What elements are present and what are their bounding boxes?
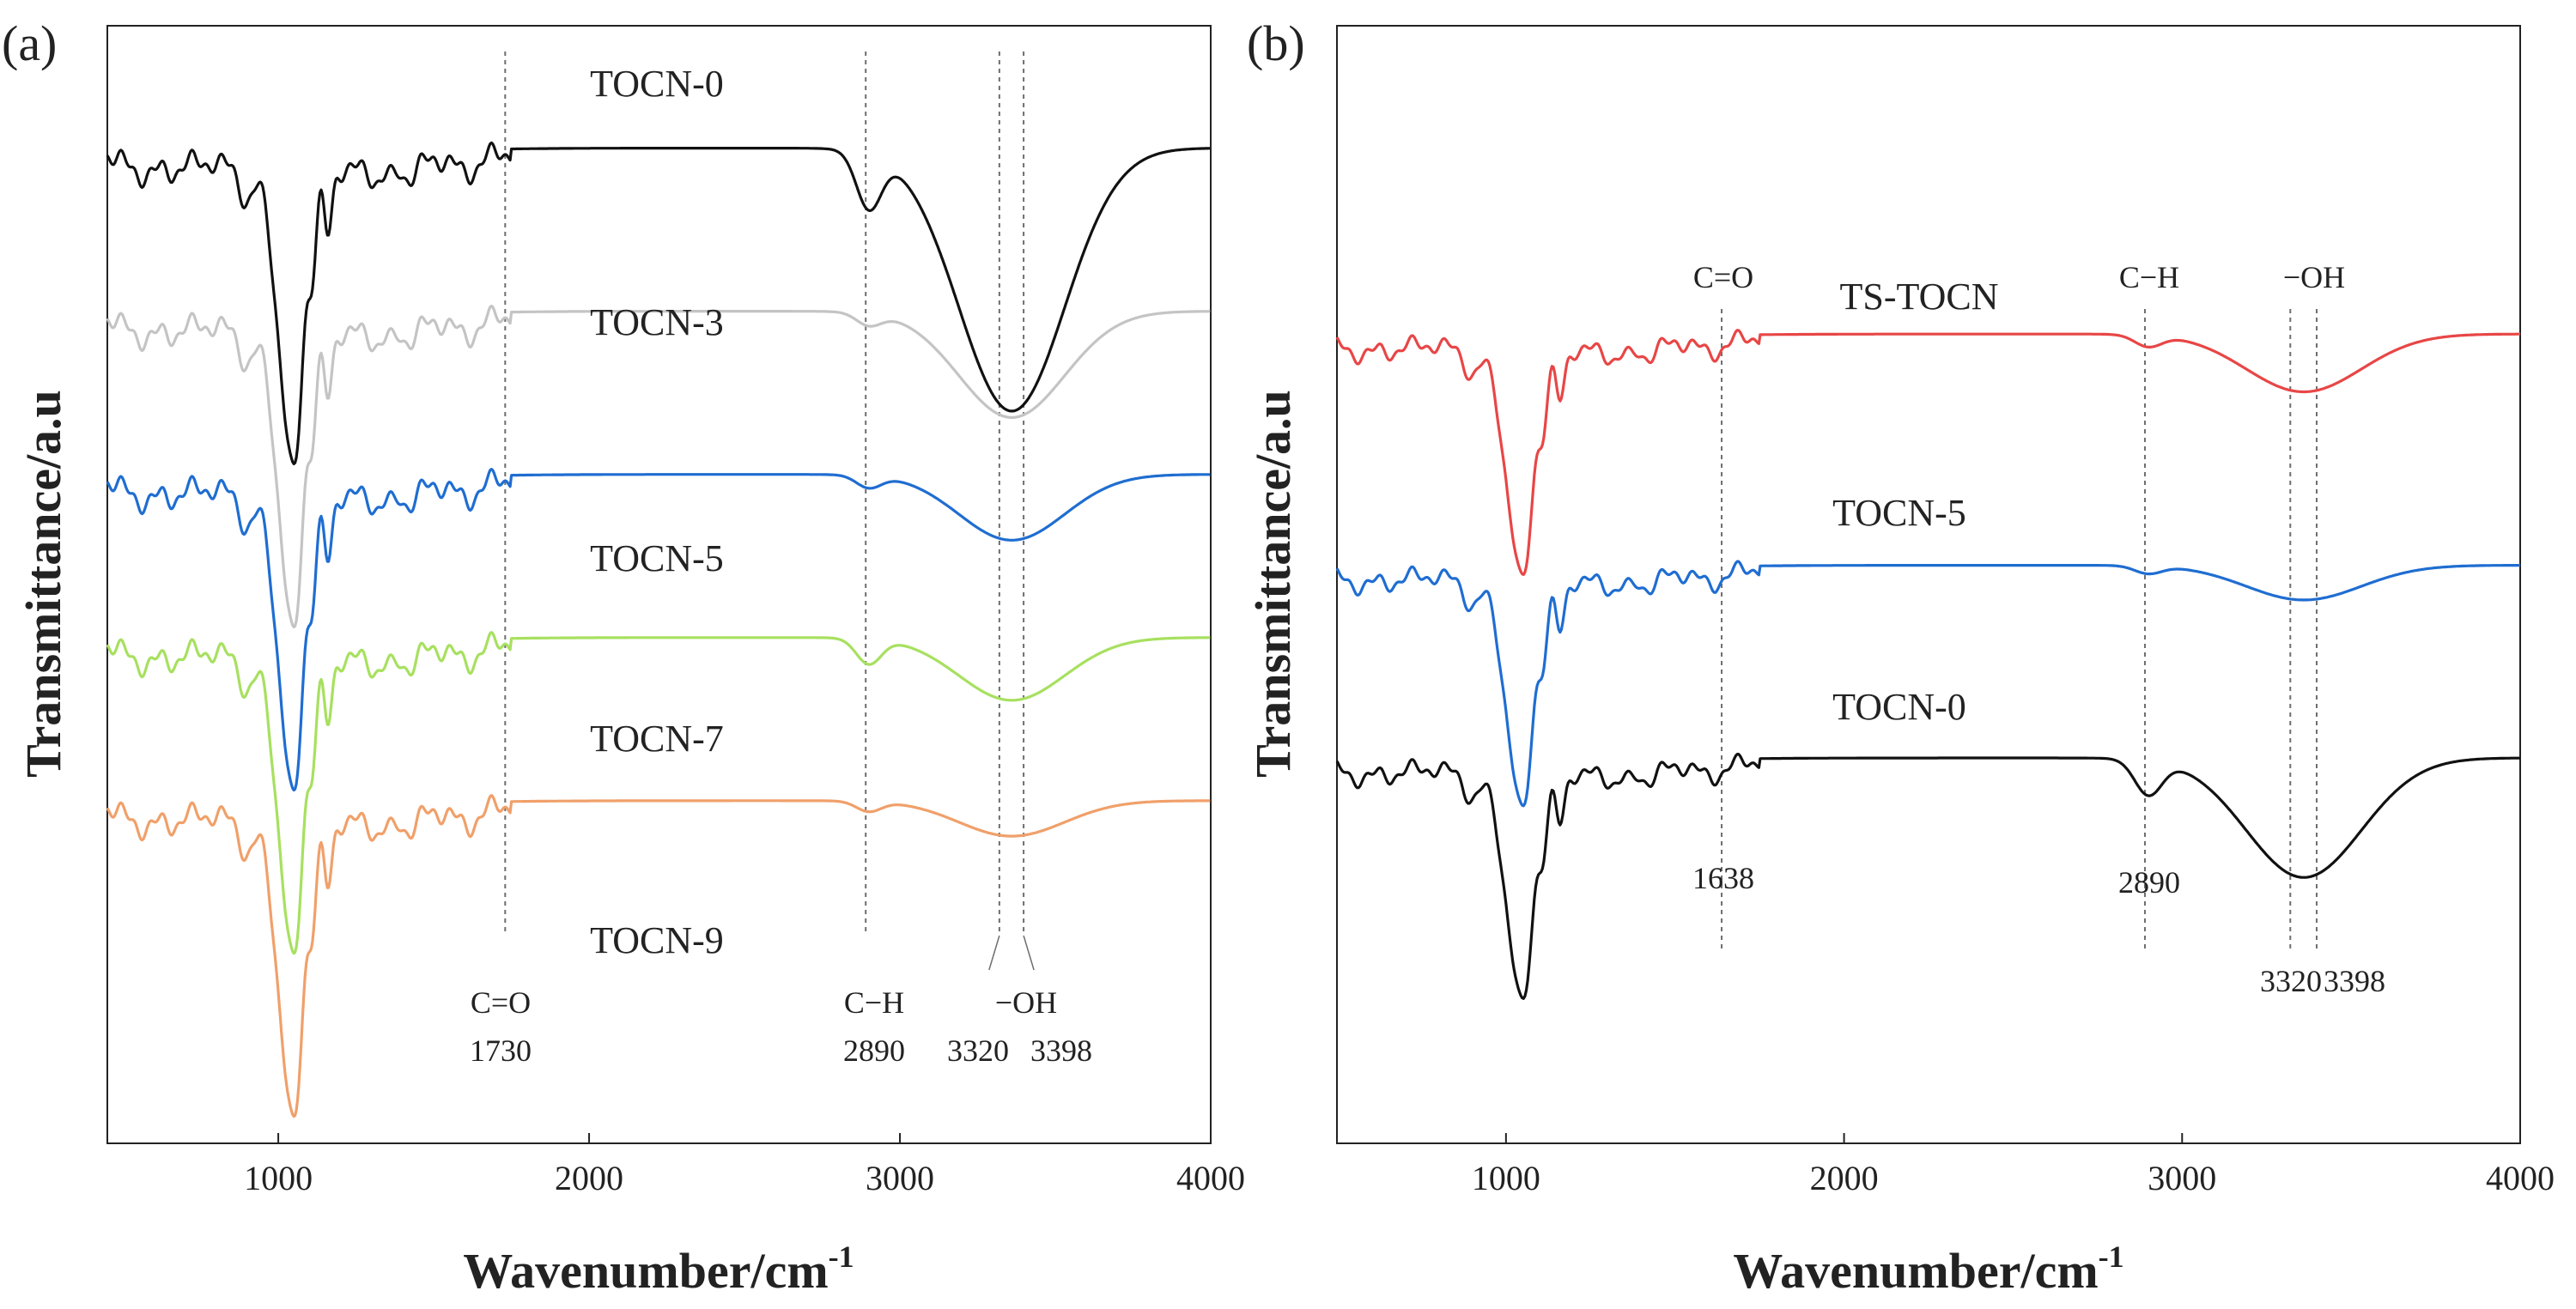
panel-a-markers [504, 52, 1035, 971]
panel-b-series-tocn-5 [1335, 560, 2520, 808]
panel-b-label-ts-tocn: TS-TOCN [1840, 276, 1999, 318]
panel-b-oh-value-3320: 3320 [2260, 964, 2322, 998]
panel-b-tick-label-1000: 1000 [1472, 1159, 1540, 1197]
panel-b-co-label: C=O [1693, 260, 1753, 294]
panel-b-x-tick-labels: 1000 2000 3000 4000 [1472, 1159, 2555, 1197]
panel-a-oh-connector-3398 [1023, 935, 1035, 971]
panel-a-series [106, 141, 1211, 1118]
panel-b-markers [1721, 309, 2318, 953]
panel-a-tick-label-4000: 4000 [1176, 1159, 1245, 1197]
panel-b-y-axis-title: Transmittance/a.u [1245, 390, 1301, 778]
panel-a-x-axis-title: Wavenumber/cm-1 [463, 1239, 854, 1299]
panel-a-series-tocn-9 [106, 794, 1211, 1118]
panel-a-label-tocn-3: TOCN-3 [590, 301, 724, 343]
panel-b-x-axis-title: Wavenumber/cm-1 [1733, 1239, 2123, 1299]
panel-a-co-value: 1730 [470, 1033, 532, 1068]
panel-a-tick-label-1000: 1000 [244, 1159, 313, 1197]
panel-a-co-label: C=O [471, 985, 531, 1020]
panel-b-plot-frame [1336, 25, 2521, 1144]
panel-b-tick-label-3000: 3000 [2148, 1159, 2216, 1197]
panel-a-plot-frame [106, 25, 1212, 1144]
panel-b-series [1335, 329, 2520, 1000]
panel-a-x-axis-title-sup: -1 [829, 1239, 854, 1274]
panel-a-y-axis-title: Transmittance/a.u [15, 390, 71, 778]
panel-a-series-tocn-5 [106, 468, 1211, 792]
panel-b-label-tocn-5: TOCN-5 [1832, 492, 1966, 534]
panel-b-ch-value: 2890 [2118, 865, 2180, 900]
panel-b-co-value: 1638 [1692, 861, 1754, 895]
panel-a-label: (a) [2, 15, 57, 71]
panel-a-oh-value-3398: 3398 [1030, 1033, 1092, 1068]
panel-a-tick-label-2000: 2000 [555, 1159, 623, 1197]
panel-b-oh-label: −OH [2283, 260, 2345, 294]
panel-a-ch-label: C−H [844, 985, 904, 1020]
panel-b-oh-value-3398: 3398 [2324, 964, 2385, 998]
panel-a-label-tocn-0: TOCN-0 [590, 63, 724, 105]
panel-b-label: (b) [1247, 15, 1305, 71]
panel-b-x-axis-title-sup: -1 [2099, 1239, 2124, 1274]
panel-a-label-tocn-9: TOCN-9 [590, 919, 724, 961]
panel-a-label-tocn-7: TOCN-7 [590, 718, 724, 760]
panel-b-series-ts-tocn [1335, 329, 2520, 576]
panel-b-tick-label-2000: 2000 [1810, 1159, 1879, 1197]
panel-a-x-ticks [277, 1133, 1212, 1143]
panel-b-x-axis-title-text: Wavenumber/cm [1733, 1243, 2098, 1299]
panel-a-ch-value: 2890 [843, 1033, 905, 1068]
panel-a-x-axis-title-text: Wavenumber/cm [463, 1243, 828, 1299]
panel-a-series-tocn-0 [106, 141, 1211, 465]
panel-a-label-tocn-5: TOCN-5 [590, 537, 724, 579]
panel-b-series-tocn-0 [1335, 753, 2520, 1000]
panel-a-tick-label-3000: 3000 [866, 1159, 934, 1197]
panel-a-x-tick-labels: 1000 2000 3000 4000 [244, 1159, 1245, 1197]
panel-b-label-tocn-0: TOCN-0 [1832, 686, 1966, 728]
panel-a-series-tocn-3 [106, 304, 1211, 629]
panel-a: (a) TOCN-0 TOCN-3 TOCN-5 TOCN-7 TOCN-9 C… [2, 15, 1245, 1299]
panel-a-oh-value-3320: 3320 [947, 1033, 1009, 1068]
panel-b-ch-label: C−H [2119, 260, 2179, 294]
panel-b-x-ticks [1504, 1133, 2521, 1143]
panel-a-series-tocn-7 [106, 631, 1211, 955]
panel-b-tick-label-4000: 4000 [2486, 1159, 2555, 1197]
panel-b: (b) TS-TOCN TOCN-5 TOCN-0 C=O 1638 C−H 2… [1245, 15, 2555, 1299]
panel-a-oh-connector-3320 [988, 935, 1000, 971]
panel-a-oh-label: −OH [995, 985, 1057, 1020]
